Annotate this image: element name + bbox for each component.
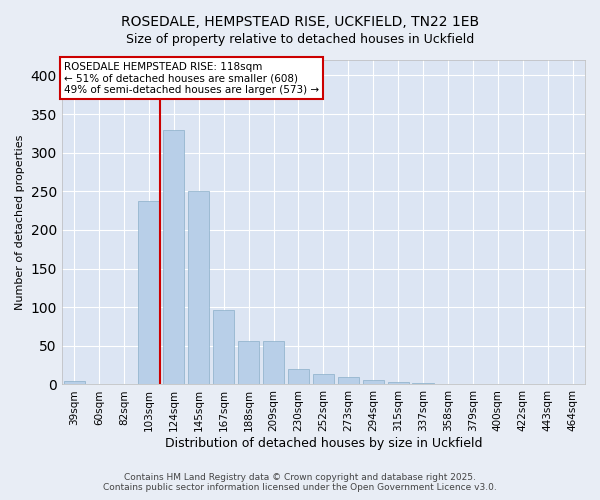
Bar: [139, 200, 160, 384]
Bar: [263, 341, 284, 384]
Text: ROSEDALE, HEMPSTEAD RISE, UCKFIELD, TN22 1EB: ROSEDALE, HEMPSTEAD RISE, UCKFIELD, TN22…: [121, 15, 479, 29]
Bar: [213, 310, 235, 384]
Text: Size of property relative to detached houses in Uckfield: Size of property relative to detached ho…: [126, 33, 474, 46]
Bar: [188, 192, 209, 384]
Bar: [313, 374, 334, 384]
Bar: [238, 341, 259, 384]
Y-axis label: Number of detached properties: Number of detached properties: [15, 134, 25, 310]
Text: Contains HM Land Registry data © Crown copyright and database right 2025.
Contai: Contains HM Land Registry data © Crown c…: [103, 473, 497, 492]
X-axis label: Distribution of detached houses by size in Uckfield: Distribution of detached houses by size …: [164, 437, 482, 450]
Bar: [64, 380, 85, 384]
Bar: [412, 383, 434, 384]
Bar: [388, 382, 409, 384]
Bar: [163, 130, 184, 384]
Bar: [362, 380, 384, 384]
Bar: [288, 369, 309, 384]
Bar: [338, 376, 359, 384]
Text: ROSEDALE HEMPSTEAD RISE: 118sqm
← 51% of detached houses are smaller (608)
49% o: ROSEDALE HEMPSTEAD RISE: 118sqm ← 51% of…: [64, 62, 319, 94]
